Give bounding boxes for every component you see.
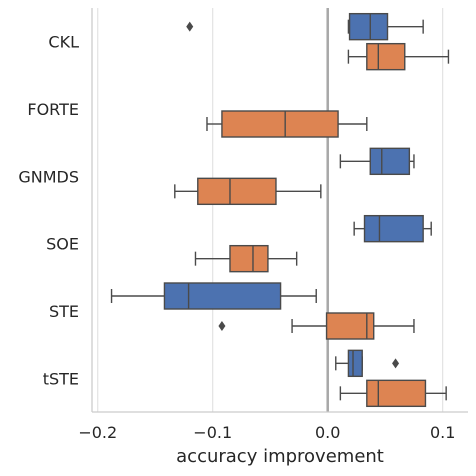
outlier-marker-0 [186, 21, 194, 32]
boxes [110, 12, 450, 408]
box-GNMDS-series_b [174, 177, 322, 206]
y-tick-label-STE: STE [49, 302, 79, 321]
box-iqr [366, 42, 406, 71]
x-axis-title: accuracy improvement [176, 446, 384, 467]
box-tSTE-series_b [339, 379, 447, 408]
x-tick-label-0: −0.2 [78, 423, 117, 442]
y-tick-label-GNMDS: GNMDS [18, 167, 79, 186]
box-GNMDS-series_a [339, 147, 415, 176]
box-SOE-series_b [194, 244, 298, 273]
box-iqr [229, 244, 269, 273]
y-tick-labels: CKL FORTE GNMDS SOE STE tSTE [18, 33, 79, 389]
box-SOE-series_a [353, 214, 432, 243]
box-STE-series_b [218, 312, 415, 340]
axes [91, 8, 468, 413]
outlier-marker-0 [392, 358, 400, 369]
box-iqr [221, 110, 339, 138]
box-iqr [366, 379, 427, 408]
box-tSTE-series_a [335, 349, 400, 378]
box-FORTE-series_b [206, 110, 368, 138]
x-tick-labels: −0.2 −0.1 0.0 0.1 [78, 423, 455, 442]
box-iqr [348, 12, 389, 41]
y-tick-label-FORTE: FORTE [27, 100, 79, 119]
x-tick-label-3: 0.1 [430, 423, 455, 442]
box-iqr [363, 214, 424, 243]
x-tick-label-1: −0.1 [193, 423, 232, 442]
box-CKL-series_a [186, 12, 424, 41]
box-STE-series_a [110, 282, 317, 310]
y-tick-label-CKL: CKL [48, 33, 79, 52]
box-iqr [163, 282, 282, 310]
y-tick-label-tSTE: tSTE [43, 369, 79, 388]
y-tick-label-SOE: SOE [46, 235, 79, 254]
box-iqr [369, 147, 411, 176]
box-CKL-series_b [347, 42, 450, 71]
box-iqr [325, 312, 375, 340]
box-iqr [347, 349, 363, 378]
x-tick-label-2: 0.0 [315, 423, 340, 442]
outlier-marker-0 [218, 321, 226, 331]
box-iqr [197, 177, 277, 206]
